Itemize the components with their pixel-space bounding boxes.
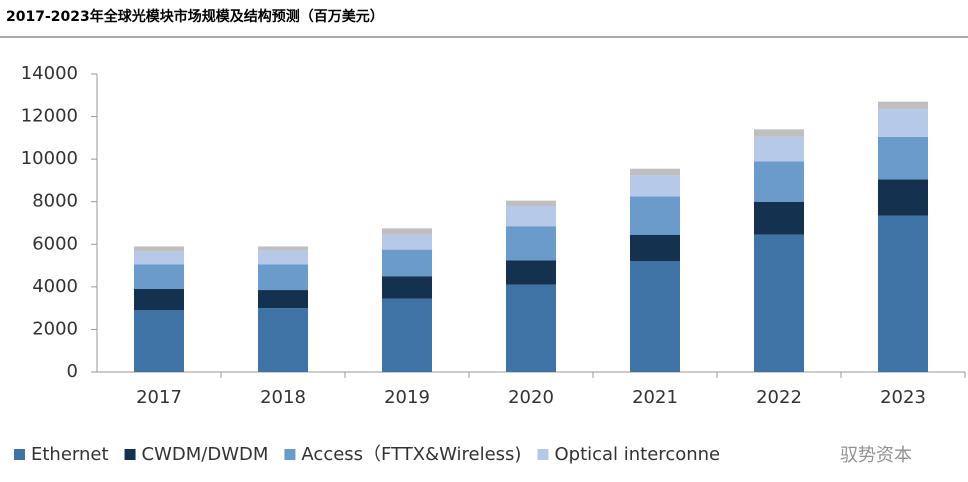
bar-segment — [134, 310, 184, 372]
bar-segment — [258, 308, 308, 372]
legend-label: CWDM/DWDM — [142, 444, 269, 465]
x-tick-label: 2020 — [508, 387, 554, 408]
bar-segment — [382, 276, 432, 299]
bar-segment — [382, 228, 432, 235]
bar-segment — [382, 298, 432, 372]
legend-swatch — [537, 449, 549, 460]
bar-segment — [134, 251, 184, 265]
y-tick-label: 4000 — [32, 276, 78, 297]
bar-segment — [630, 234, 680, 262]
x-tick-label: 2018 — [260, 387, 306, 408]
legend-swatch — [284, 449, 296, 460]
legend-swatch — [124, 449, 136, 460]
x-tick-label: 2022 — [756, 387, 802, 408]
bar-segment — [754, 129, 804, 137]
legend-label: Optical interconne — [554, 444, 720, 465]
chart-title: 2017-2023年全球光模块市场规模及结构预测（百万美元） — [6, 8, 384, 25]
y-tick-label: 6000 — [32, 233, 78, 254]
x-tick-label: 2023 — [880, 387, 926, 408]
bar-segment — [630, 196, 680, 235]
bar-segment — [630, 168, 680, 176]
bar-segment — [506, 205, 556, 227]
y-tick-label: 10000 — [21, 148, 78, 169]
y-tick-label: 8000 — [32, 191, 78, 212]
bar-segment — [878, 215, 928, 372]
bar-segment — [134, 246, 184, 252]
bar-segment — [382, 234, 432, 250]
bar-segment — [878, 136, 928, 180]
legend-label: Access（FTTX&Wireless) — [301, 444, 521, 465]
bar-segment — [506, 226, 556, 261]
y-tick-label: 12000 — [21, 106, 78, 127]
y-tick-label: 14000 — [21, 63, 78, 84]
y-tick-label: 2000 — [32, 318, 78, 339]
bar-segment — [878, 179, 928, 216]
watermark: 驭势资本 — [840, 445, 912, 466]
legend-swatch — [14, 449, 25, 460]
bar-segment — [258, 246, 308, 251]
bar-segment — [878, 109, 928, 137]
bar-segment — [134, 264, 184, 289]
bar-segment — [630, 261, 680, 372]
y-tick-label: 0 — [67, 361, 78, 382]
x-tick-label: 2017 — [136, 387, 182, 408]
bar-segment — [382, 249, 432, 277]
bar-segment — [506, 200, 556, 206]
bar-segment — [754, 136, 804, 162]
bar-segment — [134, 288, 184, 311]
legend-label: Ethernet — [31, 444, 109, 465]
bar-segment — [754, 234, 804, 372]
bar-segment — [258, 250, 308, 265]
bar-segment — [506, 260, 556, 285]
bar-segment — [630, 175, 680, 197]
bar-segment — [258, 264, 308, 291]
bar-segment — [754, 161, 804, 202]
bar-segment — [506, 284, 556, 372]
x-tick-label: 2021 — [632, 387, 678, 408]
bar-segment — [754, 201, 804, 235]
bar-segment — [878, 101, 928, 110]
x-tick-label: 2019 — [384, 387, 430, 408]
bar-segment — [258, 290, 308, 309]
